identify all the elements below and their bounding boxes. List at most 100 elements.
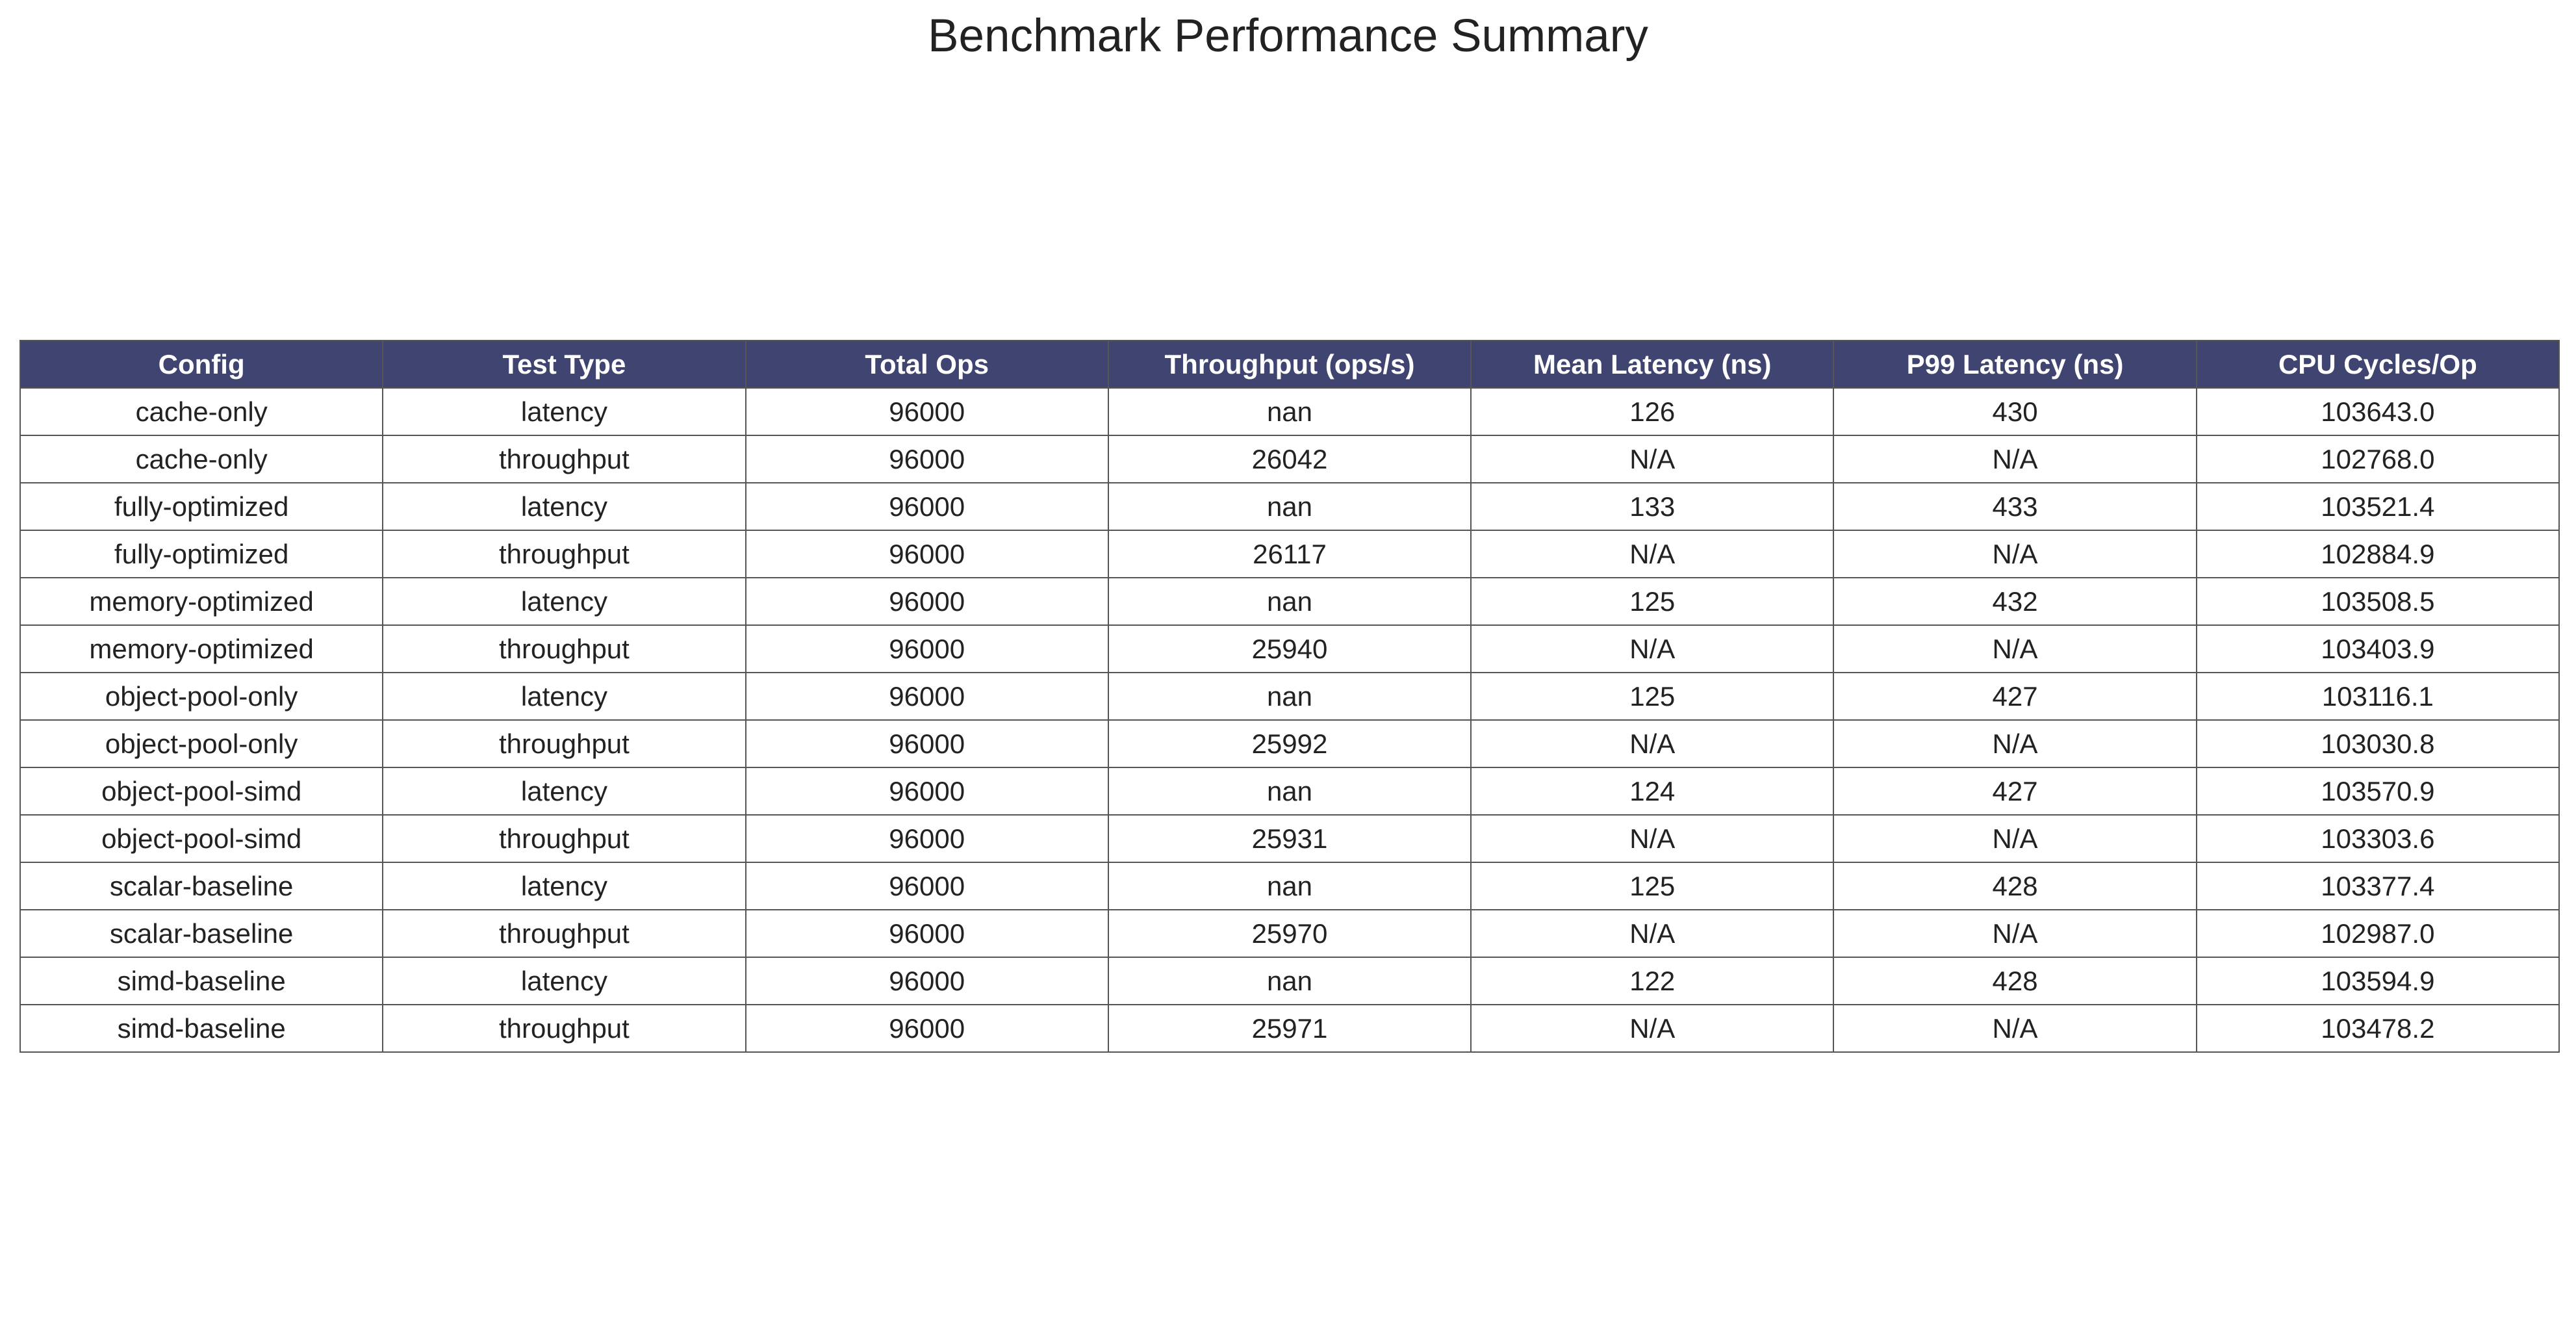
table-cell: 103643.0	[2195, 387, 2560, 436]
table-cell: object-pool-simd	[19, 814, 384, 863]
table-cell: 124	[1470, 767, 1835, 816]
table-cell: 433	[1833, 482, 2197, 531]
table-cell: N/A	[1470, 814, 1835, 863]
table-cell: 427	[1833, 767, 2197, 816]
table-cell: 25970	[1107, 909, 1472, 958]
table-cell: N/A	[1470, 435, 1835, 483]
column-header: Config	[19, 340, 384, 389]
table-cell: 125	[1470, 672, 1835, 721]
table-row: memory-optimized latency 96000 nan 125 432 103…	[19, 577, 2560, 626]
table-cell: N/A	[1470, 719, 1835, 768]
table-cell: 102768.0	[2195, 435, 2560, 483]
table-cell: 96000	[745, 530, 1109, 578]
table-cell: 96000	[745, 862, 1109, 910]
table-cell: 96000	[745, 387, 1109, 436]
table-cell: N/A	[1833, 624, 2197, 673]
table-row: object-pool-simd throughput 96000 25931 N/A N…	[19, 814, 2560, 863]
table-cell: object-pool-simd	[19, 767, 384, 816]
table-cell: 428	[1833, 957, 2197, 1005]
column-header: Throughput (ops/s)	[1107, 340, 1472, 389]
table-cell: N/A	[1833, 530, 2197, 578]
table-cell: 122	[1470, 957, 1835, 1005]
table-cell: latency	[382, 862, 746, 910]
table-cell: 103303.6	[2195, 814, 2560, 863]
table-cell: 96000	[745, 435, 1109, 483]
table-row: object-pool-only throughput 96000 25992 N/A N…	[19, 719, 2560, 768]
table-cell: N/A	[1470, 530, 1835, 578]
summary-table-container: Config Test Type Total Ops Throughput (ops/…	[19, 340, 2560, 1053]
table-cell: 96000	[745, 577, 1109, 626]
table-cell: 103478.2	[2195, 1004, 2560, 1053]
table-cell: N/A	[1470, 909, 1835, 958]
table-cell: fully-optimized	[19, 530, 384, 578]
table-cell: 96000	[745, 957, 1109, 1005]
table-row: object-pool-simd latency 96000 nan 124 427 103…	[19, 767, 2560, 816]
table-cell: 126	[1470, 387, 1835, 436]
table-cell: nan	[1107, 672, 1472, 721]
table-row: simd-baseline throughput 96000 25971 N/A N/A 1…	[19, 1004, 2560, 1053]
table-cell: 427	[1833, 672, 2197, 721]
page-title: Benchmark Performance Summary	[928, 10, 1648, 62]
table-header: Config Test Type Total Ops Throughput (ops/…	[19, 340, 2560, 389]
table-cell: 26042	[1107, 435, 1472, 483]
table-cell: N/A	[1833, 814, 2197, 863]
table-cell: latency	[382, 577, 746, 626]
table-cell: latency	[382, 767, 746, 816]
table-row: fully-optimized latency 96000 nan 133 433 1035…	[19, 482, 2560, 531]
table-cell: 428	[1833, 862, 2197, 910]
table-cell: 432	[1833, 577, 2197, 626]
column-header: CPU Cycles/Op	[2195, 340, 2560, 389]
table-cell: latency	[382, 482, 746, 531]
table-cell: 103403.9	[2195, 624, 2560, 673]
table-cell: object-pool-only	[19, 719, 384, 768]
table-cell: 25992	[1107, 719, 1472, 768]
table-cell: 25940	[1107, 624, 1472, 673]
table-cell: 103116.1	[2195, 672, 2560, 721]
table-cell: nan	[1107, 482, 1472, 531]
table-cell: nan	[1107, 957, 1472, 1005]
table-cell: throughput	[382, 1004, 746, 1053]
table-cell: nan	[1107, 387, 1472, 436]
table-body: cache-only latency 96000 nan 126 430 103643.0 c…	[19, 387, 2560, 1053]
column-header: Mean Latency (ns)	[1470, 340, 1835, 389]
table-cell: 103030.8	[2195, 719, 2560, 768]
table-cell: throughput	[382, 909, 746, 958]
table-cell: nan	[1107, 767, 1472, 816]
table-cell: 125	[1470, 577, 1835, 626]
table-cell: 96000	[745, 719, 1109, 768]
table-cell: 26117	[1107, 530, 1472, 578]
table-cell: fully-optimized	[19, 482, 384, 531]
table-row: object-pool-only latency 96000 nan 125 427 103…	[19, 672, 2560, 721]
table-cell: 103594.9	[2195, 957, 2560, 1005]
header-row: Config Test Type Total Ops Throughput (ops/…	[19, 340, 2560, 389]
table-cell: nan	[1107, 862, 1472, 910]
table-cell: 102884.9	[2195, 530, 2560, 578]
table-cell: 103508.5	[2195, 577, 2560, 626]
table-cell: 96000	[745, 482, 1109, 531]
table-cell: scalar-baseline	[19, 862, 384, 910]
table-cell: latency	[382, 672, 746, 721]
table-row: cache-only latency 96000 nan 126 430 103643.0	[19, 387, 2560, 436]
table-cell: throughput	[382, 719, 746, 768]
table-cell: latency	[382, 387, 746, 436]
table-row: fully-optimized throughput 96000 26117 N/A N/…	[19, 530, 2560, 578]
table-row: simd-baseline latency 96000 nan 122 428 103594…	[19, 957, 2560, 1005]
column-header: P99 Latency (ns)	[1833, 340, 2197, 389]
table-cell: N/A	[1470, 624, 1835, 673]
table-cell: throughput	[382, 435, 746, 483]
table-cell: N/A	[1833, 435, 2197, 483]
table-cell: 103521.4	[2195, 482, 2560, 531]
table-cell: N/A	[1833, 1004, 2197, 1053]
table-cell: latency	[382, 957, 746, 1005]
table-cell: throughput	[382, 814, 746, 863]
table-cell: 25931	[1107, 814, 1472, 863]
table-cell: N/A	[1833, 909, 2197, 958]
table-cell: memory-optimized	[19, 624, 384, 673]
table-cell: nan	[1107, 577, 1472, 626]
table-cell: 103377.4	[2195, 862, 2560, 910]
table-cell: 25971	[1107, 1004, 1472, 1053]
table-cell: 96000	[745, 909, 1109, 958]
table-cell: 125	[1470, 862, 1835, 910]
table-cell: 102987.0	[2195, 909, 2560, 958]
table-row: scalar-baseline latency 96000 nan 125 428 1033…	[19, 862, 2560, 910]
